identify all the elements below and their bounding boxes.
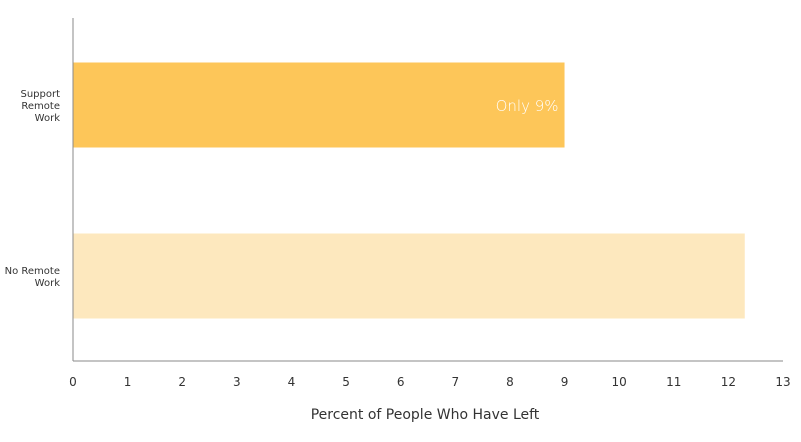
x-tick-label-2: 2: [178, 375, 186, 389]
x-tick-label-9: 9: [561, 375, 569, 389]
x-tick-label-10: 10: [612, 375, 627, 389]
x-tick-label-8: 8: [506, 375, 514, 389]
x-tick-label-12: 12: [721, 375, 736, 389]
x-tick-label-1: 1: [124, 375, 132, 389]
x-tick-label-6: 6: [397, 375, 405, 389]
x-tick-label-11: 11: [666, 375, 681, 389]
x-tick-labels: 0 1 2 3 4 5 6 7 8 9 10 11 12 13: [69, 375, 790, 389]
x-tick-label-4: 4: [288, 375, 296, 389]
x-tick-label-3: 3: [233, 375, 241, 389]
bar-0: [73, 62, 565, 148]
x-axis-title: Percent of People Who Have Left: [311, 407, 540, 423]
category-label-1: No Remote Work: [5, 266, 61, 289]
category-labels: Support Remote Work No Remote Work: [5, 89, 61, 289]
data-label-0: Only 9%: [496, 97, 559, 115]
category-label-0: Support Remote Work: [20, 89, 60, 124]
x-tick-label-7: 7: [451, 375, 459, 389]
x-tick-label-13: 13: [775, 375, 790, 389]
annotations-group: Only 9%: [496, 97, 559, 115]
bars-group: [73, 62, 745, 319]
bar-1: [73, 233, 745, 319]
x-tick-label-5: 5: [342, 375, 350, 389]
x-tick-label-0: 0: [69, 375, 77, 389]
